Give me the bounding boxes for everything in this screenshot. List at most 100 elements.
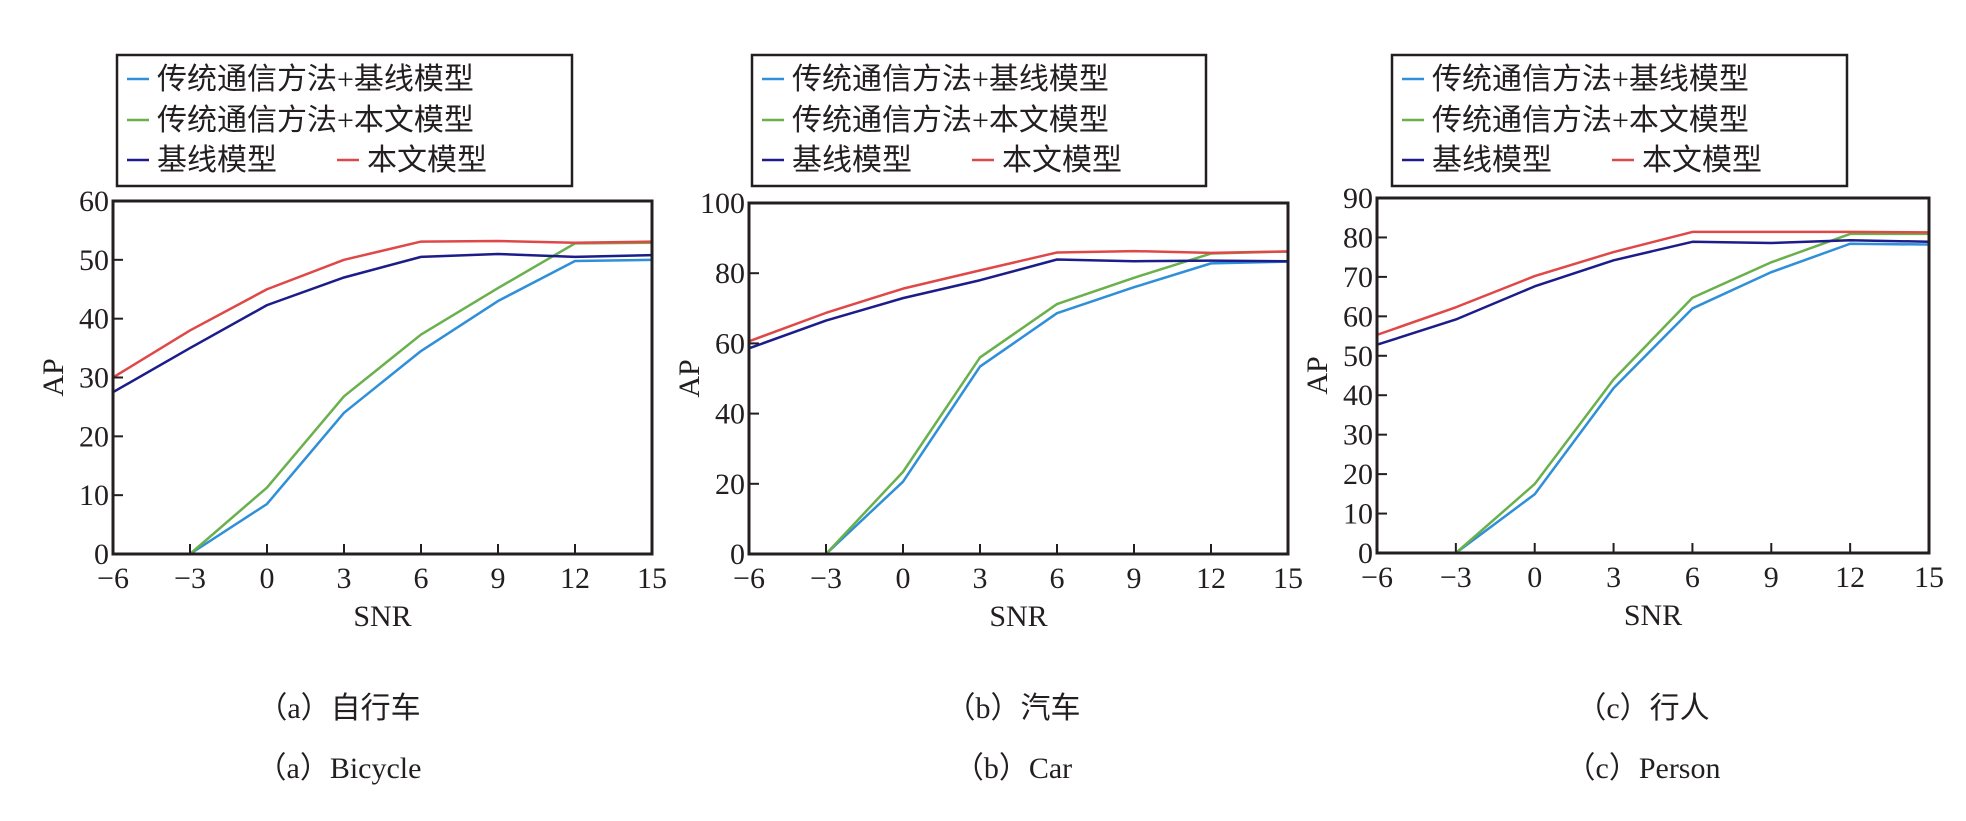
x-tick-label: −3 bbox=[174, 562, 206, 595]
y-tick-label: 80 bbox=[715, 257, 745, 290]
x-tick-label: −6 bbox=[1361, 561, 1393, 594]
series-line-trad-ours bbox=[113, 241, 653, 556]
x-tick-label: 0 bbox=[1527, 561, 1542, 594]
x-axis-label: SNR bbox=[989, 600, 1047, 633]
x-axis-label: SNR bbox=[1624, 599, 1682, 632]
x-tick-label: 15 bbox=[637, 562, 667, 595]
series-line-trad-baseline bbox=[1377, 242, 1930, 555]
x-tick-label: 9 bbox=[491, 562, 506, 595]
legend-label: 传统通信方法+本文模型 bbox=[1432, 104, 1749, 137]
legend-label: 传统通信方法+基线模型 bbox=[792, 63, 1109, 96]
y-tick-label: 90 bbox=[1343, 182, 1373, 215]
legend-item-ours: 本文模型 bbox=[972, 144, 1122, 177]
legend-label: 本文模型 bbox=[1002, 144, 1122, 177]
caption-chinese: （a）自行车 bbox=[257, 692, 420, 725]
legend-item-trad-baseline: 传统通信方法+基线模型 bbox=[127, 63, 474, 96]
series-line-ours bbox=[112, 239, 653, 379]
caption-english: （a）Bicycle bbox=[257, 752, 422, 785]
x-tick-label: 0 bbox=[260, 562, 275, 595]
x-tick-label: 9 bbox=[1127, 562, 1142, 595]
y-tick-label: 70 bbox=[1343, 261, 1373, 294]
legend-label: 传统通信方法+本文模型 bbox=[792, 104, 1109, 137]
y-axis-label: AP bbox=[1301, 356, 1334, 394]
y-tick-label: 10 bbox=[1343, 498, 1373, 531]
y-tick-label: 20 bbox=[1343, 458, 1373, 491]
legend-label: 传统通信方法+基线模型 bbox=[157, 63, 474, 96]
x-tick-label: 6 bbox=[414, 562, 429, 595]
y-tick-label: 40 bbox=[715, 398, 745, 431]
legend-label: 基线模型 bbox=[1432, 144, 1552, 177]
x-tick-label: −3 bbox=[810, 562, 842, 595]
legend-label: 基线模型 bbox=[792, 144, 912, 177]
legend-label: 传统通信方法+本文模型 bbox=[157, 104, 474, 137]
y-tick-label: 50 bbox=[1343, 340, 1373, 373]
y-tick-label: 10 bbox=[79, 479, 109, 512]
x-tick-label: −3 bbox=[1440, 561, 1472, 594]
y-tick-label: 0 bbox=[730, 538, 745, 571]
x-axis-label: SNR bbox=[353, 600, 411, 633]
y-tick-label: 40 bbox=[79, 303, 109, 336]
x-tick-label: 3 bbox=[973, 562, 988, 595]
series-line-trad-baseline bbox=[749, 260, 1289, 556]
plot-frame bbox=[747, 201, 1290, 556]
caption-chinese: （b）汽车 bbox=[946, 692, 1081, 725]
x-tick-label: 6 bbox=[1685, 561, 1700, 594]
y-tick-label: 60 bbox=[715, 327, 745, 360]
caption-english: （c）Person bbox=[1566, 752, 1721, 785]
legend-item-ours: 本文模型 bbox=[1612, 144, 1762, 177]
x-tick-label: 15 bbox=[1914, 561, 1944, 594]
y-tick-label: 80 bbox=[1343, 221, 1373, 254]
y-tick-label: 60 bbox=[79, 185, 109, 218]
series-line-trad-ours bbox=[1377, 232, 1929, 555]
x-tick-label: −6 bbox=[733, 562, 765, 595]
legend-label: 基线模型 bbox=[157, 144, 277, 177]
y-tick-label: 100 bbox=[700, 187, 745, 220]
legend-box bbox=[1390, 53, 1849, 188]
legend-item-trad-baseline: 传统通信方法+基线模型 bbox=[762, 63, 1109, 96]
legend-label: 传统通信方法+基线模型 bbox=[1432, 63, 1749, 96]
legend-box bbox=[115, 53, 574, 188]
y-axis-label: AP bbox=[37, 358, 70, 396]
legend-item-trad-baseline: 传统通信方法+基线模型 bbox=[1402, 63, 1749, 96]
legend-label: 本文模型 bbox=[367, 144, 487, 177]
x-tick-label: 12 bbox=[1835, 561, 1865, 594]
y-tick-label: 40 bbox=[1343, 379, 1373, 412]
x-tick-label: 12 bbox=[1196, 562, 1226, 595]
x-tick-label: 6 bbox=[1050, 562, 1065, 595]
y-tick-label: 50 bbox=[79, 244, 109, 277]
series-line-trad-baseline bbox=[113, 258, 653, 556]
legend-item-trad-ours: 传统通信方法+本文模型 bbox=[1402, 104, 1749, 137]
y-tick-label: 30 bbox=[79, 362, 109, 395]
legend-item-trad-ours: 传统通信方法+本文模型 bbox=[762, 104, 1109, 137]
legend-item-baseline: 基线模型 bbox=[127, 144, 277, 177]
y-tick-label: 20 bbox=[715, 468, 745, 501]
series-line-ours bbox=[748, 249, 1289, 343]
y-tick-label: 20 bbox=[79, 420, 109, 453]
legend-item-ours: 本文模型 bbox=[337, 144, 487, 177]
legend-item-baseline: 基线模型 bbox=[762, 144, 912, 177]
y-tick-label: 60 bbox=[1343, 300, 1373, 333]
series-line-baseline bbox=[1376, 238, 1930, 346]
legend-box bbox=[750, 53, 1208, 188]
plot-frame bbox=[1375, 196, 1931, 555]
x-tick-label: 3 bbox=[337, 562, 352, 595]
series-line-ours bbox=[1376, 230, 1930, 337]
x-tick-label: −6 bbox=[97, 562, 129, 595]
series-line-trad-ours bbox=[749, 250, 1289, 556]
series-line-baseline bbox=[748, 258, 1289, 350]
legend-label: 本文模型 bbox=[1642, 144, 1762, 177]
caption-chinese: （c）行人 bbox=[1576, 692, 1709, 725]
x-tick-label: 0 bbox=[896, 562, 911, 595]
y-tick-label: 30 bbox=[1343, 419, 1373, 452]
caption-english: （b）Car bbox=[954, 752, 1072, 785]
legend-item-trad-ours: 传统通信方法+本文模型 bbox=[127, 104, 474, 137]
x-tick-label: 3 bbox=[1606, 561, 1621, 594]
y-axis-label: AP bbox=[673, 359, 706, 397]
x-tick-label: 12 bbox=[560, 562, 590, 595]
series-line-baseline bbox=[112, 252, 653, 394]
plot-frame bbox=[111, 199, 654, 556]
